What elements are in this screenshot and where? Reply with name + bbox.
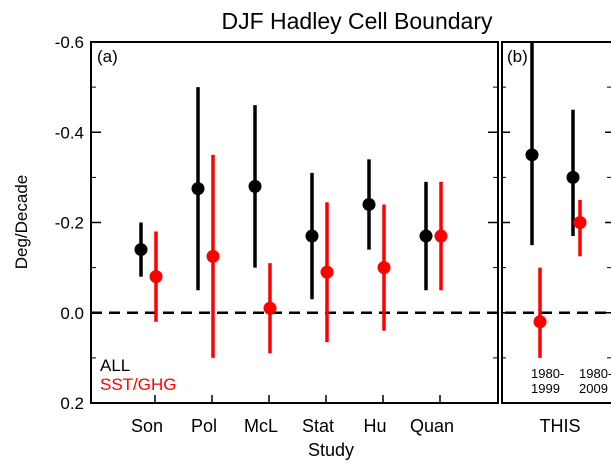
data-point xyxy=(533,315,547,329)
x-tick-label: Stat xyxy=(302,416,334,436)
plot-frame-a xyxy=(90,41,499,404)
y-tick-label: -0.2 xyxy=(55,214,84,233)
chart-title: DJF Hadley Cell Boundary xyxy=(221,8,493,34)
data-point xyxy=(566,170,580,184)
period-label-2-line-1: 1980- xyxy=(579,366,611,381)
y-axis-label: Deg/Decade xyxy=(12,175,31,270)
panel-label-b: (b) xyxy=(507,47,528,66)
x-tick-label: THIS xyxy=(539,416,580,436)
x-tick-label: Son xyxy=(131,416,163,436)
data-point xyxy=(134,243,148,257)
data-point xyxy=(377,261,391,275)
data-point xyxy=(305,229,319,243)
period-label-2-line-2: 2009 xyxy=(579,381,608,396)
data-point xyxy=(320,265,334,279)
legend-entry-sst-ghg: SST/GHG xyxy=(100,375,177,394)
data-point xyxy=(248,179,262,193)
data-point xyxy=(525,148,539,162)
data-point xyxy=(362,197,376,211)
data-point xyxy=(206,249,220,263)
y-tick-label: -0.4 xyxy=(55,123,84,142)
period-label-1-line-2: 1999 xyxy=(531,381,560,396)
x-tick-label: McL xyxy=(244,416,278,436)
data-point xyxy=(191,182,205,196)
legend-entry-all: ALL xyxy=(100,356,130,375)
y-tick-label: 0.2 xyxy=(60,394,84,413)
data-point xyxy=(434,229,448,243)
x-tick-label: Pol xyxy=(191,416,217,436)
plot-frame-b xyxy=(501,41,611,404)
data-point xyxy=(573,216,587,229)
data-point xyxy=(263,301,277,315)
period-label-1-line-1: 1980- xyxy=(531,366,564,381)
y-tick-label: -0.6 xyxy=(55,33,84,52)
data-point xyxy=(149,270,163,284)
panel-label-a: (a) xyxy=(97,47,118,66)
data-point xyxy=(419,229,433,243)
x-tick-label: Hu xyxy=(363,416,386,436)
y-tick-label: 0.0 xyxy=(60,304,84,323)
x-axis-label: Study xyxy=(308,440,354,460)
x-tick-label: Quan xyxy=(410,416,454,436)
